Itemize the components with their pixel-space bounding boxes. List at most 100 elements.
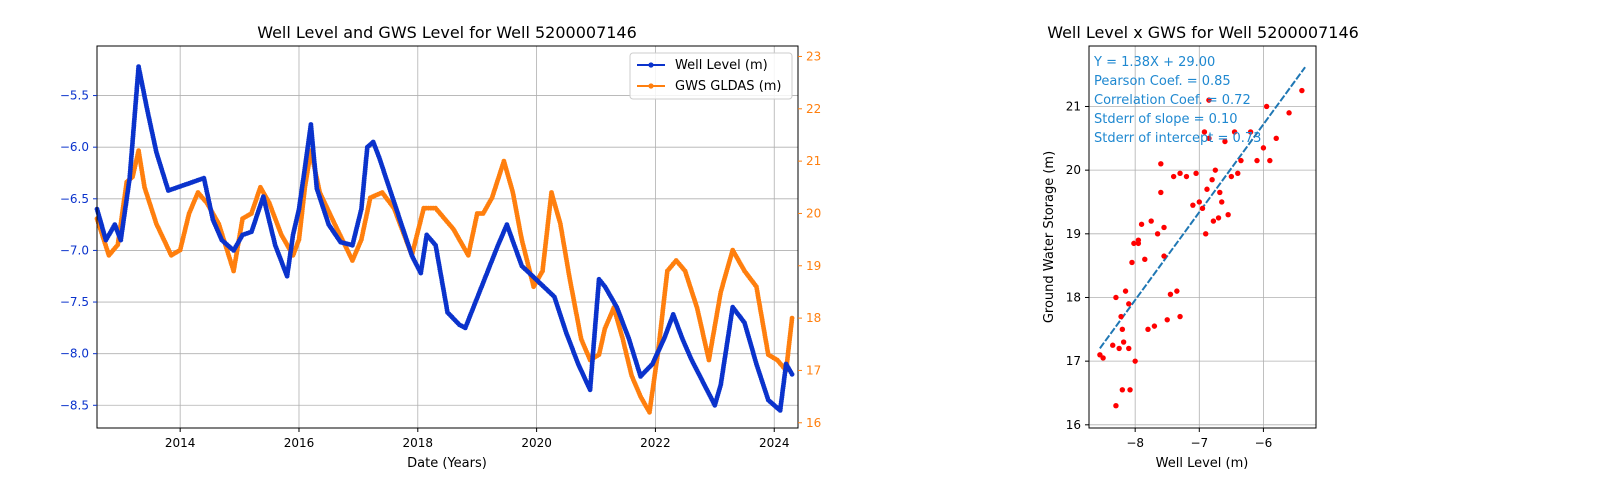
right-y-tick-label: 21	[1066, 99, 1081, 113]
right-y-tick-label: 16	[1066, 418, 1081, 432]
left-x-tick-label: 2014	[165, 436, 196, 450]
scatter-point	[1267, 157, 1273, 164]
well-point	[789, 371, 795, 377]
scatter-point	[1273, 135, 1279, 142]
right-y-ticks: 16 17 18 19 20 21	[1066, 99, 1089, 432]
right-y-tick-label: 17	[806, 363, 821, 377]
right-x-tick-label: −6	[1255, 436, 1273, 450]
scatter-point	[1247, 129, 1254, 135]
legend-box	[629, 52, 793, 100]
right-x-axis-label: Well Level (m)	[1156, 456, 1249, 471]
scatter-point	[1228, 173, 1235, 180]
scatter-point	[1119, 387, 1126, 393]
scatter-point	[1142, 256, 1148, 262]
scatter-point	[1177, 313, 1183, 320]
scatter-point	[1110, 342, 1116, 348]
scatter-point	[1225, 212, 1231, 218]
scatter-point	[1129, 259, 1135, 266]
scatter-point	[1161, 224, 1167, 231]
left-y2-ticks: 16 17 18 19 20 21 22 23	[798, 49, 821, 430]
scatter-point	[1138, 221, 1145, 227]
right-y-tick-label: 20	[806, 206, 821, 220]
stat-stderr-intercept: Stderr of intercept = 0.73	[1094, 131, 1261, 146]
gws-point	[789, 315, 795, 321]
scatter-point	[1199, 205, 1206, 212]
legend-gws-label: GWS GLDAS (m)	[675, 79, 782, 94]
scatter-point	[1116, 345, 1122, 352]
left-x-tick-label: 2024	[759, 436, 790, 450]
right-chart-title: Well Level x GWS for Well 5200007146	[1047, 23, 1359, 42]
scatter-point	[1260, 145, 1267, 151]
scatter-point	[1132, 358, 1138, 364]
left-x-tick-label: 2018	[403, 436, 434, 450]
scatter-point	[1119, 326, 1126, 333]
scatter-point	[1299, 87, 1305, 94]
scatter-point	[1204, 186, 1210, 192]
scatter-point	[1113, 403, 1119, 409]
scatter-point	[1193, 170, 1199, 177]
scatter-point	[1254, 157, 1260, 164]
gws-series	[94, 148, 795, 415]
left-grid	[97, 46, 798, 428]
scatter-point	[1158, 161, 1164, 167]
scatter-point	[1167, 291, 1174, 297]
scatter-point	[1118, 313, 1124, 320]
scatter-point	[1126, 301, 1132, 307]
scatter-point	[1164, 317, 1170, 323]
left-y-tick-label: −7.0	[60, 243, 89, 257]
left-x-axis-label: Date (Years)	[407, 456, 487, 471]
left-x-tick-label: 2016	[284, 436, 315, 450]
scatter-points	[1097, 87, 1305, 409]
line-chart-well-vs-gws: Well Level and GWS Level for Well 520000…	[60, 23, 821, 471]
scatter-point	[1286, 110, 1292, 116]
left-y-tick-label: −6.0	[60, 140, 89, 154]
scatter-point	[1263, 103, 1270, 110]
scatter-point	[1235, 170, 1241, 177]
scatter-point	[1177, 170, 1183, 177]
scatter-point	[1231, 129, 1238, 135]
scatter-point	[1135, 240, 1142, 247]
scatter-point	[1151, 323, 1158, 329]
left-x-tick-label: 2020	[521, 436, 552, 450]
left-x-tick-label: 2022	[640, 436, 671, 450]
right-y-tick-label: 18	[806, 311, 821, 325]
left-y-tick-label: −6.5	[60, 192, 89, 206]
scatter-point	[1122, 288, 1129, 294]
scatter-point	[1219, 199, 1225, 205]
right-y-tick-label: 23	[806, 49, 821, 63]
stat-pearson: Pearson Coef. = 0.85	[1094, 74, 1231, 89]
scatter-point	[1127, 387, 1133, 393]
scatter-point	[1161, 253, 1167, 259]
scatter-point	[1158, 189, 1164, 196]
scatter-point	[1120, 339, 1127, 345]
left-y-tick-label: −8.0	[60, 347, 89, 361]
scatter-point	[1196, 199, 1202, 205]
right-grid	[1089, 46, 1316, 428]
scatter-point	[1215, 215, 1222, 221]
scatter-point	[1174, 288, 1180, 294]
scatter-point	[1148, 218, 1154, 224]
right-y-tick-label: 20	[1066, 163, 1081, 177]
scatter-point	[1222, 138, 1228, 145]
scatter-point	[1206, 97, 1212, 103]
scatter-point	[1154, 231, 1161, 237]
scatter-point	[1126, 345, 1132, 352]
scatter-point	[1238, 157, 1244, 164]
scatter-point	[1212, 167, 1219, 173]
right-x-tick-label: −7	[1190, 436, 1208, 450]
left-y-tick-label: −7.5	[60, 295, 89, 309]
regression-stats: Y = 1.38X + 29.00 Pearson Coef. = 0.85 C…	[1093, 55, 1261, 146]
stat-correlation: Correlation Coef. = 0.72	[1094, 93, 1251, 108]
right-x-tick-label: −8	[1126, 436, 1144, 450]
left-plot-frame	[96, 45, 799, 429]
scatter-point	[1201, 129, 1208, 135]
left-x-ticks: 2014 2016 2018 2020 2022 2024	[165, 428, 790, 450]
well-line	[96, 65, 793, 412]
right-y-tick-label: 18	[1066, 290, 1081, 304]
scatter-point	[1210, 218, 1217, 224]
stat-stderr-slope: Stderr of slope = 0.10	[1094, 112, 1238, 127]
scatter-point	[1131, 240, 1137, 247]
right-plot-frame	[1088, 45, 1317, 429]
right-y-tick-label: 19	[806, 259, 821, 273]
